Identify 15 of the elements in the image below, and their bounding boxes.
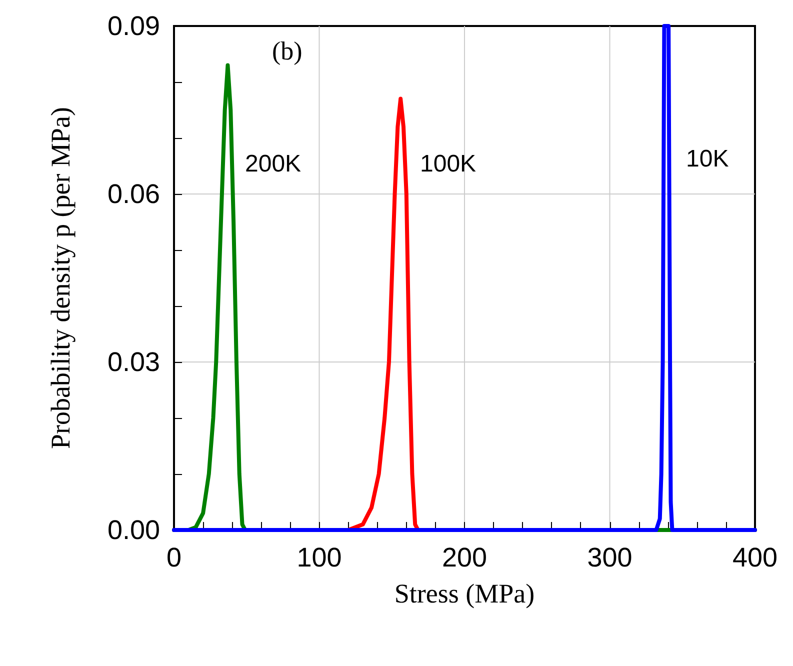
- x-tick-label: 400: [732, 542, 778, 572]
- x-tick-label: 300: [587, 542, 632, 572]
- annotation: 10K: [686, 146, 729, 172]
- annotation: 200K: [245, 150, 302, 178]
- annotation: 100K: [420, 150, 476, 178]
- y-tick-label: 0.03: [107, 347, 160, 377]
- x-axis-title: Stress (MPa): [394, 578, 535, 608]
- y-tick-label: 0.00: [107, 515, 160, 545]
- x-tick-label: 200: [442, 542, 488, 572]
- x-tick-label: 100: [296, 542, 342, 572]
- y-tick-label: 0.09: [107, 11, 160, 41]
- y-axis-title: Probability density p (per MPa): [46, 107, 76, 449]
- annotation: (b): [272, 36, 302, 66]
- x-tick-label: 0: [166, 542, 182, 572]
- y-tick-label: 0.06: [107, 179, 160, 209]
